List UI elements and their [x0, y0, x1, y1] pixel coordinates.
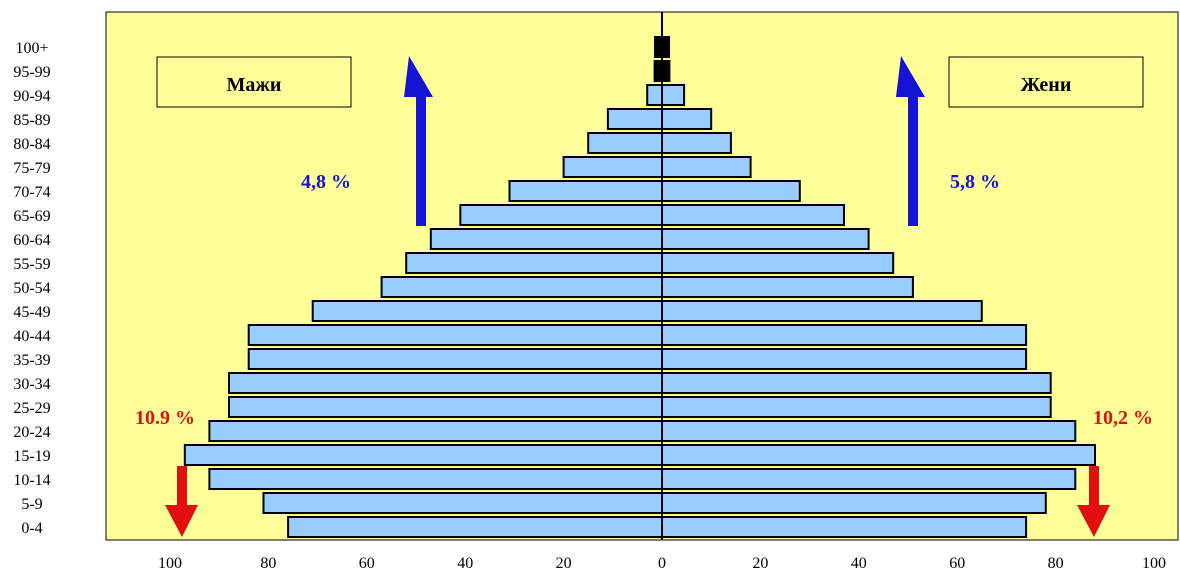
- x-tick-left-40: 40: [457, 555, 473, 571]
- age-group-labels: 0-4 5-9 10-14 15-19 20-24 25-29 30-34 35-39 40-4…: [13, 40, 50, 537]
- bar-male-0-4: [288, 517, 662, 537]
- age-label-25-29: 25-29: [13, 400, 50, 417]
- age-label-20-24: 20-24: [13, 424, 50, 441]
- bar-female-90-94: [662, 85, 684, 105]
- age-label-0-4: 0-4: [21, 520, 42, 537]
- bar-female-65-69: [662, 205, 844, 225]
- x-tick-left-0: 0: [658, 555, 666, 571]
- x-tick-left-60: 60: [359, 555, 375, 571]
- age-label-10-14: 10-14: [13, 472, 50, 489]
- annotation-female-young: 10,2 %: [1093, 407, 1153, 429]
- bar-male-25-29: [229, 397, 662, 417]
- bar-male-95-99: [655, 61, 662, 81]
- annotation-male-old: 4,8 %: [301, 171, 351, 193]
- x-tick-right-80: 80: [1048, 555, 1064, 571]
- bar-male-5-9: [264, 493, 663, 513]
- legend-label-male: Мажи: [227, 74, 282, 96]
- bar-female-45-49: [662, 301, 982, 321]
- age-label-35-39: 35-39: [13, 352, 50, 369]
- bar-male-40-44: [249, 325, 662, 345]
- age-label-5-9: 5-9: [21, 496, 42, 513]
- age-label-95-99: 95-99: [13, 64, 50, 81]
- x-tick-left-100: 100: [158, 555, 182, 571]
- bar-male-35-39: [249, 349, 662, 369]
- age-label-85-89: 85-89: [13, 112, 50, 129]
- bar-female-15-19: [662, 445, 1095, 465]
- bar-male-80-84: [588, 133, 662, 153]
- age-label-40-44: 40-44: [13, 328, 50, 345]
- bar-male-100+: [655, 37, 662, 57]
- bar-female-85-89: [662, 109, 711, 129]
- age-label-55-59: 55-59: [13, 256, 50, 273]
- bar-female-0-4: [662, 517, 1026, 537]
- bar-female-75-79: [662, 157, 751, 177]
- bar-female-95-99: [662, 61, 669, 81]
- age-label-80-84: 80-84: [13, 136, 50, 153]
- age-label-15-19: 15-19: [13, 448, 50, 465]
- age-label-60-64: 60-64: [13, 232, 50, 249]
- bar-female-35-39: [662, 349, 1026, 369]
- x-tick-right-40: 40: [851, 555, 867, 571]
- annotation-male-young: 10.9 %: [135, 407, 195, 429]
- bar-female-30-34: [662, 373, 1051, 393]
- bar-female-70-74: [662, 181, 800, 201]
- bar-female-25-29: [662, 397, 1051, 417]
- age-label-75-79: 75-79: [13, 160, 50, 177]
- bar-female-20-24: [662, 421, 1075, 441]
- bar-female-50-54: [662, 277, 913, 297]
- bar-male-70-74: [510, 181, 663, 201]
- bar-female-100+: [662, 37, 669, 57]
- bar-male-75-79: [564, 157, 662, 177]
- bar-male-60-64: [431, 229, 662, 249]
- age-label-45-49: 45-49: [13, 304, 50, 321]
- bar-male-65-69: [460, 205, 662, 225]
- bar-female-40-44: [662, 325, 1026, 345]
- age-label-65-69: 65-69: [13, 208, 50, 225]
- x-tick-left-20: 20: [556, 555, 572, 571]
- bar-male-10-14: [209, 469, 662, 489]
- x-tick-right-20: 20: [752, 555, 768, 571]
- age-label-50-54: 50-54: [13, 280, 50, 297]
- bar-male-50-54: [382, 277, 662, 297]
- bar-male-30-34: [229, 373, 662, 393]
- age-label-30-34: 30-34: [13, 376, 50, 393]
- x-axis-tick-labels: 100 80 60 40 20 0 20 40 60 80 100: [158, 555, 1166, 571]
- bar-male-90-94: [647, 85, 662, 105]
- x-tick-right-60: 60: [949, 555, 965, 571]
- x-tick-right-100: 100: [1142, 555, 1166, 571]
- age-label-100+: 100+: [15, 40, 48, 57]
- bar-female-55-59: [662, 253, 893, 273]
- x-tick-left-80: 80: [260, 555, 276, 571]
- bar-male-20-24: [209, 421, 662, 441]
- bar-male-85-89: [608, 109, 662, 129]
- annotation-female-old: 5,8 %: [950, 171, 1000, 193]
- bar-male-55-59: [406, 253, 662, 273]
- bar-female-5-9: [662, 493, 1046, 513]
- bar-female-60-64: [662, 229, 869, 249]
- bar-male-45-49: [313, 301, 662, 321]
- age-label-90-94: 90-94: [13, 88, 50, 105]
- age-label-70-74: 70-74: [13, 184, 50, 201]
- bar-male-15-19: [185, 445, 662, 465]
- bar-female-80-84: [662, 133, 731, 153]
- legend-label-female: Жени: [1021, 74, 1072, 96]
- bar-female-10-14: [662, 469, 1075, 489]
